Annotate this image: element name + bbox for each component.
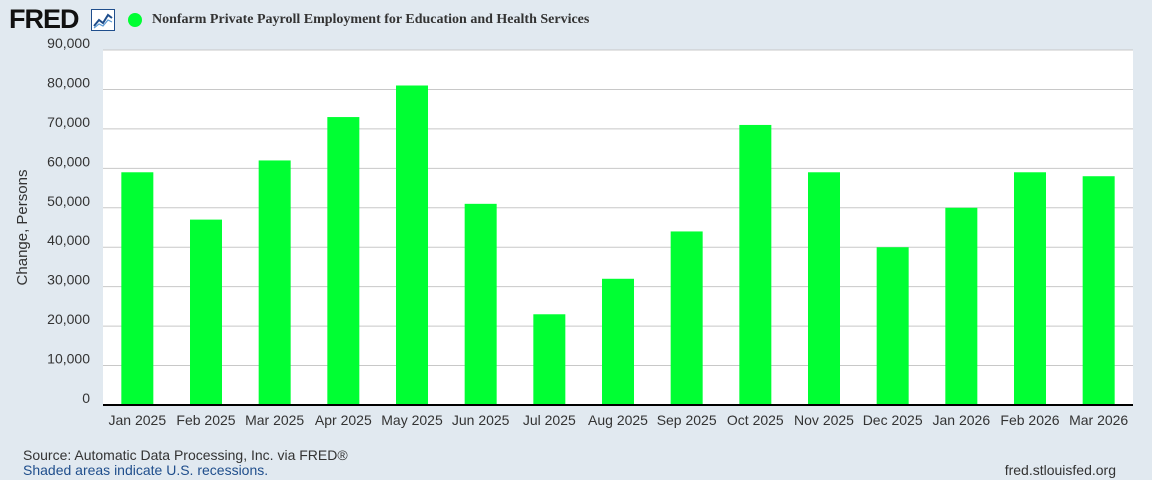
y-tick-label: 10,000 (47, 351, 90, 367)
y-tick-label: 30,000 (47, 272, 90, 288)
x-tick-label: Apr 2025 (315, 412, 372, 428)
x-tick-label: Nov 2025 (794, 412, 854, 428)
bar (533, 314, 566, 405)
fred-logo[interactable]: FRED (9, 4, 79, 34)
y-tick-label: 0 (82, 390, 90, 406)
y-tick-label: 20,000 (47, 311, 90, 327)
y-axis-label: Change, Persons (14, 170, 31, 286)
legend-marker (128, 13, 142, 27)
bar (945, 207, 978, 405)
bar (1014, 172, 1046, 405)
bar (258, 160, 291, 405)
bar (670, 231, 703, 405)
fred-url[interactable]: fred.stlouisfed.org (1004, 462, 1116, 478)
y-tick-label: 70,000 (47, 114, 90, 130)
x-tick-label: Dec 2025 (863, 412, 923, 428)
bar (121, 172, 154, 405)
y-tick-label: 60,000 (47, 153, 90, 169)
bar (876, 247, 909, 405)
legend-series-title[interactable]: Nonfarm Private Payroll Employment for E… (152, 12, 590, 27)
y-tick-label: 90,000 (47, 35, 90, 51)
bar (327, 117, 360, 406)
x-tick-label: Feb 2025 (176, 412, 235, 428)
y-tick-label: 40,000 (47, 232, 90, 248)
x-tick-label: Sep 2025 (657, 412, 717, 428)
fred-trend-line-icon (91, 9, 115, 31)
bar (464, 203, 497, 405)
x-tick-label: Jun 2025 (452, 412, 510, 428)
bar (739, 124, 772, 405)
x-tick-label: May 2025 (381, 412, 443, 428)
bar (602, 278, 634, 405)
x-tick-label: Jan 2026 (933, 412, 991, 428)
y-tick-label: 80,000 (47, 74, 90, 90)
bar (808, 172, 840, 405)
x-tick-label: Feb 2026 (1000, 412, 1059, 428)
x-tick-label: Mar 2025 (245, 412, 304, 428)
x-tick-label: Aug 2025 (588, 412, 648, 428)
x-tick-label: Mar 2026 (1069, 412, 1128, 428)
chart-header: FRED Nonfarm Private Payroll Employment … (0, 0, 1152, 40)
x-tick-label: Oct 2025 (727, 412, 784, 428)
bar-chart: 0 10,000 20,000 30,000 40,000 50,000 60,000 70,… (14, 35, 1133, 428)
x-tick-label: Jul 2025 (523, 412, 576, 428)
bar (1082, 176, 1115, 405)
x-tick-label: Jan 2025 (109, 412, 167, 428)
recession-note[interactable]: Shaded areas indicate U.S. recessions. (23, 462, 269, 478)
y-tick-label: 50,000 (47, 193, 90, 209)
source-note: Source: Automatic Data Processing, Inc. … (23, 447, 348, 463)
bar (396, 85, 428, 405)
bar (190, 219, 222, 405)
